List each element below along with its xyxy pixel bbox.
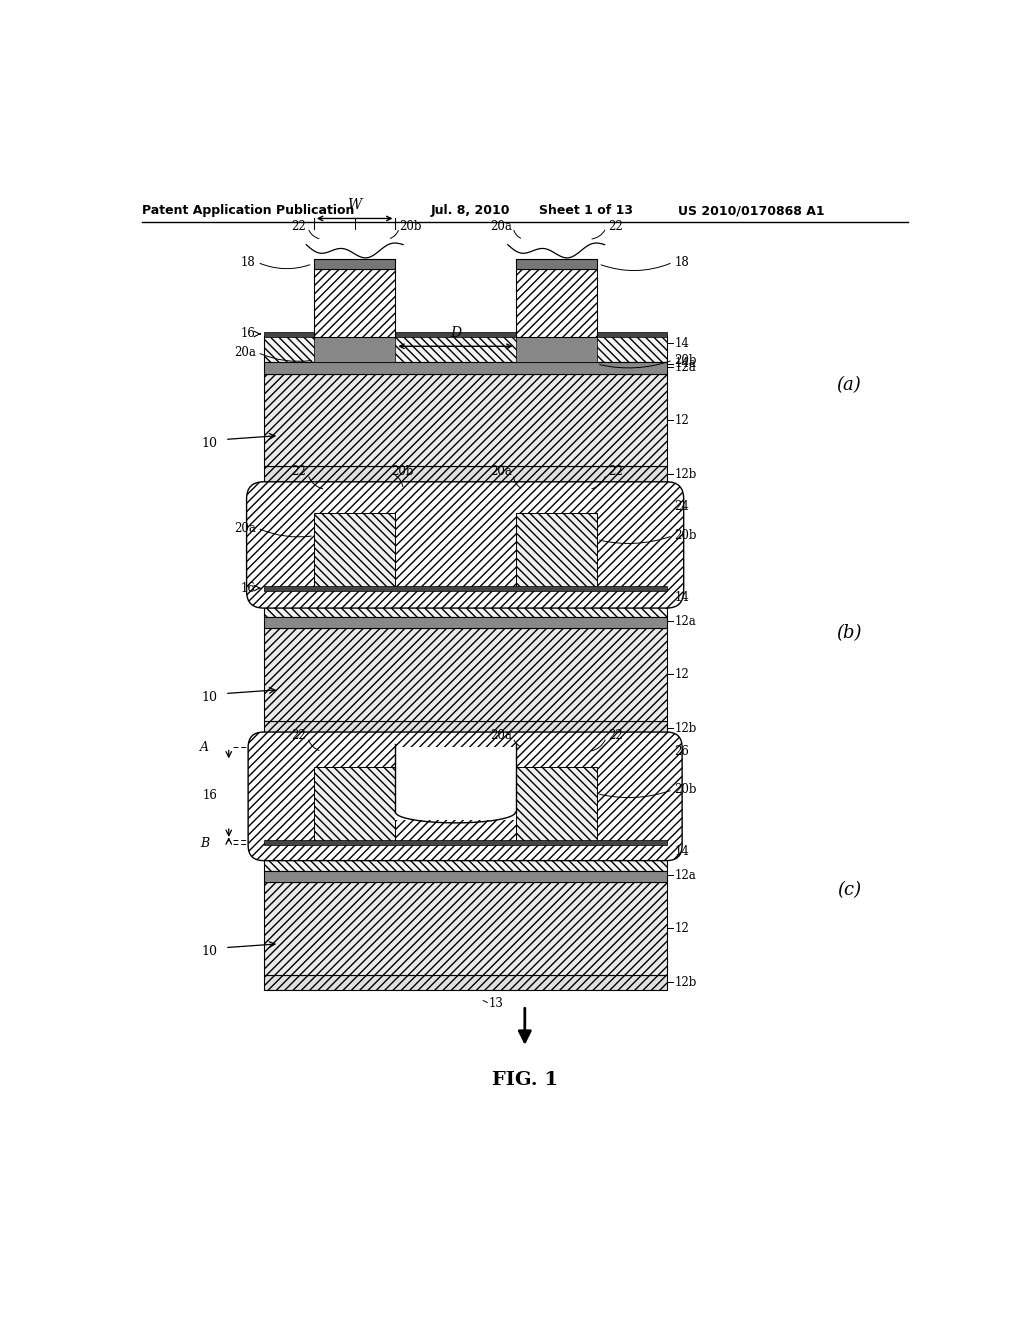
Text: 20b: 20b: [675, 783, 697, 796]
Bar: [263, 466, 667, 482]
Text: 12a: 12a: [675, 615, 696, 628]
Bar: [314, 269, 395, 337]
Text: (a): (a): [837, 376, 861, 395]
Text: 20b: 20b: [675, 529, 697, 543]
Text: 22: 22: [608, 465, 624, 478]
FancyBboxPatch shape: [248, 733, 682, 861]
Text: 20a: 20a: [489, 465, 512, 478]
Text: 20b: 20b: [675, 354, 697, 367]
Bar: [515, 259, 597, 269]
Bar: [263, 590, 667, 616]
Bar: [263, 363, 667, 374]
Text: 12a: 12a: [675, 869, 696, 882]
Text: 22: 22: [292, 465, 306, 478]
Bar: [263, 628, 667, 721]
Text: 20a: 20a: [234, 521, 256, 535]
Text: 20a: 20a: [489, 730, 512, 742]
Text: 12b: 12b: [675, 722, 696, 735]
Bar: [263, 586, 667, 591]
Text: 18: 18: [675, 256, 689, 269]
Text: 10: 10: [201, 690, 217, 704]
Text: 22: 22: [608, 730, 624, 742]
Bar: [263, 843, 667, 871]
Text: A: A: [201, 741, 209, 754]
Text: Patent Application Publication: Patent Application Publication: [142, 205, 354, 218]
Text: FIG. 1: FIG. 1: [492, 1071, 558, 1089]
Bar: [314, 512, 395, 590]
Bar: [263, 335, 667, 363]
Text: Jul. 8, 2010: Jul. 8, 2010: [430, 205, 510, 218]
Text: 13: 13: [488, 743, 503, 756]
FancyBboxPatch shape: [247, 482, 684, 609]
Text: W: W: [347, 198, 361, 213]
Bar: [263, 882, 667, 974]
Bar: [263, 331, 667, 337]
Text: 16: 16: [241, 327, 256, 341]
Text: 20a: 20a: [234, 346, 256, 359]
Text: 14: 14: [675, 845, 689, 858]
Bar: [263, 721, 667, 737]
Text: US 2010/0170868 A1: US 2010/0170868 A1: [678, 205, 825, 218]
Bar: [515, 269, 597, 337]
Text: 12: 12: [675, 413, 689, 426]
Bar: [515, 767, 597, 843]
Text: 10: 10: [201, 437, 217, 450]
Text: (c): (c): [837, 880, 861, 899]
Bar: [314, 331, 395, 363]
Text: 12: 12: [675, 668, 689, 681]
Text: 18: 18: [241, 256, 256, 269]
Bar: [263, 616, 667, 628]
Bar: [263, 871, 667, 882]
Bar: [515, 331, 597, 363]
Text: 16: 16: [241, 582, 256, 594]
Text: 24: 24: [675, 500, 689, 513]
Text: 14: 14: [675, 337, 689, 350]
Text: 12b: 12b: [675, 975, 696, 989]
Text: 20b: 20b: [391, 465, 414, 478]
Bar: [263, 840, 667, 845]
Text: 26: 26: [675, 744, 689, 758]
Text: Sheet 1 of 13: Sheet 1 of 13: [539, 205, 633, 218]
Text: 20b: 20b: [399, 219, 422, 232]
Text: 22: 22: [292, 730, 306, 742]
Text: 14a: 14a: [675, 358, 696, 371]
Text: 12b: 12b: [675, 467, 696, 480]
Text: 16: 16: [203, 789, 217, 803]
Text: 12a: 12a: [675, 360, 696, 374]
Text: B: B: [201, 837, 209, 850]
Bar: [314, 259, 395, 269]
Text: 14: 14: [675, 591, 689, 603]
Text: D: D: [450, 326, 461, 341]
Bar: [515, 512, 597, 590]
Bar: [314, 767, 395, 843]
Text: 10: 10: [201, 945, 217, 958]
Text: 12: 12: [675, 921, 689, 935]
Text: 13: 13: [488, 490, 503, 502]
Text: 22: 22: [292, 219, 306, 232]
Bar: [395, 747, 515, 820]
Bar: [263, 374, 667, 466]
Text: (b): (b): [836, 624, 861, 642]
Text: 20a: 20a: [489, 219, 512, 232]
Text: 22: 22: [608, 219, 624, 232]
Bar: [263, 974, 667, 990]
Text: 13: 13: [488, 998, 503, 1010]
